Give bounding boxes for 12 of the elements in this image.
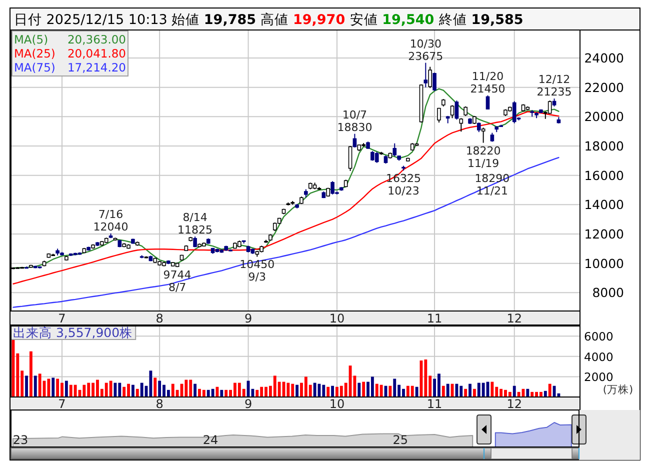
title: 出来高 3,557,900株 (10, 325, 136, 340)
annotation: 11/20 21450 (470, 70, 506, 96)
annotation: 9744 8/7 (163, 268, 192, 294)
annotation: 8/14 11825 (178, 211, 213, 237)
annotation: 18220 11/19 (466, 144, 501, 170)
annotation: 12/12 21235 (536, 73, 572, 99)
annotation: 10450 9/3 (240, 258, 275, 284)
annotation: 7/16 12040 (93, 208, 128, 234)
annotation: 16325 10/23 (386, 172, 421, 198)
title: 日付 2025/12/15 10:13 始値 19,785 高値 19,970 安値 19,540 終値 19,585 (14, 12, 524, 28)
annotation: 10/30 23675 (408, 37, 444, 63)
annotation: 10/7 18830 (337, 108, 372, 134)
